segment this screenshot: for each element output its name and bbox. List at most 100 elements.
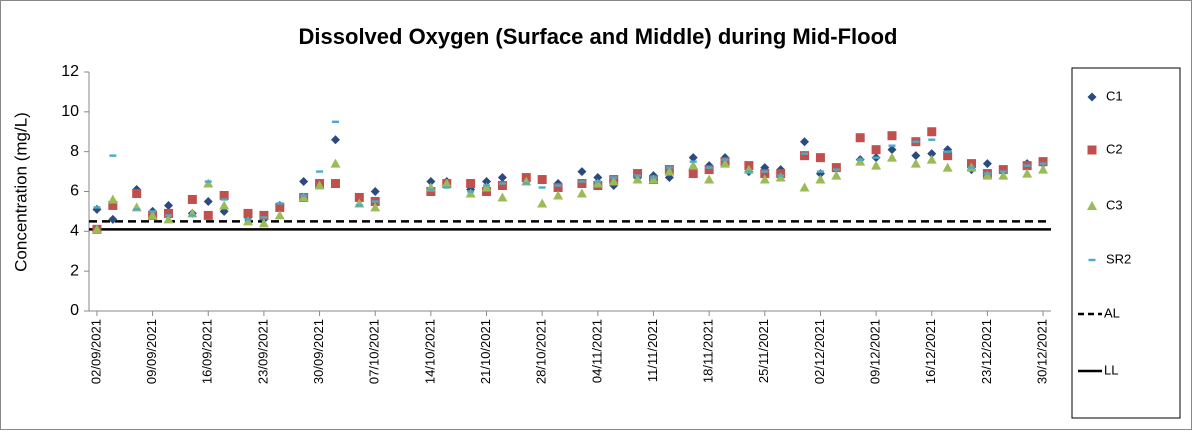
marker-sr2 — [443, 186, 451, 189]
marker-sr2 — [801, 152, 809, 155]
marker-sr2 — [149, 210, 157, 213]
marker-c1 — [370, 187, 380, 196]
marker-c3 — [982, 170, 993, 180]
marker-sr2 — [220, 198, 228, 201]
y-tick-label: 4 — [70, 223, 79, 240]
marker-sr2 — [427, 188, 435, 191]
legend-marker — [1088, 258, 1096, 262]
y-tick-label: 2 — [70, 262, 79, 279]
marker-c1 — [577, 167, 587, 177]
marker-c2 — [855, 133, 865, 143]
marker-sr2 — [331, 120, 339, 123]
marker-c1 — [482, 177, 492, 187]
marker-c3 — [942, 162, 953, 172]
x-tick-label: 07/10/2021 — [367, 319, 382, 384]
x-tick-label: 11/11/2021 — [645, 319, 660, 382]
x-tick-label: 09/09/2021 — [144, 319, 159, 384]
marker-sr2 — [109, 154, 117, 157]
marker-sr2 — [467, 190, 475, 193]
marker-sr2 — [93, 206, 101, 209]
marker-c2 — [800, 151, 810, 161]
marker-c1 — [688, 153, 698, 163]
marker-c2 — [497, 181, 507, 191]
legend-marker — [1087, 92, 1097, 102]
marker-sr2 — [371, 200, 379, 203]
marker-c3 — [163, 214, 174, 224]
marker-c1 — [800, 137, 810, 147]
marker-c3 — [720, 158, 731, 168]
marker-c2 — [243, 208, 253, 218]
x-tick-label: 28/10/2021 — [534, 319, 549, 384]
marker-c2 — [132, 188, 142, 198]
legend-label: C2 — [1106, 141, 1123, 156]
marker-c2 — [887, 131, 897, 141]
marker-sr2 — [856, 158, 864, 161]
x-tick-label: 23/09/2021 — [255, 319, 270, 384]
legend-label: SR2 — [1106, 251, 1131, 266]
marker-sr2 — [133, 208, 141, 211]
marker-c2 — [553, 183, 563, 193]
marker-c2 — [688, 169, 698, 179]
marker-c1 — [108, 214, 118, 224]
marker-c2 — [354, 192, 364, 202]
marker-c3 — [759, 174, 770, 184]
marker-c3 — [258, 218, 269, 228]
marker-sr2 — [300, 194, 308, 197]
marker-c2 — [466, 179, 476, 189]
marker-c3 — [1022, 168, 1033, 178]
marker-c1 — [911, 151, 921, 161]
marker-c3 — [1038, 164, 1049, 174]
marker-c3 — [274, 210, 285, 220]
x-tick-label: 30/09/2021 — [311, 319, 326, 384]
y-tick-label: 8 — [70, 143, 79, 160]
marker-c3 — [704, 174, 715, 184]
marker-sr2 — [276, 202, 284, 205]
marker-sr2 — [554, 184, 562, 187]
marker-c3 — [592, 178, 603, 188]
marker-sr2 — [1023, 164, 1031, 167]
marker-c2 — [704, 165, 714, 175]
marker-c3 — [553, 190, 564, 200]
marker-sr2 — [912, 140, 920, 143]
legend-label: C3 — [1106, 197, 1123, 212]
x-tick-label: 25/11/2021 — [756, 319, 771, 383]
marker-c3 — [147, 210, 158, 220]
marker-c3 — [537, 198, 548, 208]
marker-sr2 — [522, 182, 530, 185]
marker-sr2 — [872, 156, 880, 159]
marker-c3 — [370, 202, 381, 212]
x-tick-label: 02/09/2021 — [88, 319, 103, 384]
legend-label: AL — [1104, 305, 1120, 320]
marker-c2 — [998, 165, 1008, 175]
marker-c2 — [330, 179, 340, 189]
marker-sr2 — [944, 150, 952, 153]
y-axis-label: Concentration (mg/L) — [11, 112, 30, 272]
marker-sr2 — [260, 216, 268, 219]
marker-c1 — [982, 159, 992, 169]
marker-c2 — [815, 153, 825, 163]
marker-c1 — [299, 177, 309, 187]
marker-c3 — [998, 170, 1009, 180]
marker-c1 — [426, 177, 436, 187]
marker-c3 — [910, 158, 921, 168]
legend-marker — [1087, 145, 1097, 155]
marker-sr2 — [967, 166, 975, 169]
marker-c3 — [330, 158, 341, 168]
marker-c2 — [927, 127, 937, 137]
marker-sr2 — [165, 214, 173, 217]
marker-c1 — [330, 135, 340, 145]
marker-sr2 — [204, 180, 212, 183]
x-tick-label: 04/11/2021 — [589, 319, 604, 383]
marker-c1 — [203, 196, 213, 206]
x-tick-label: 23/12/2021 — [979, 319, 994, 384]
marker-sr2 — [610, 176, 618, 179]
marker-c3 — [775, 172, 786, 182]
marker-c3 — [871, 160, 882, 170]
x-tick-label: 18/11/2021 — [701, 319, 716, 383]
marker-sr2 — [483, 184, 491, 187]
marker-c2 — [633, 169, 643, 179]
marker-sr2 — [538, 186, 546, 189]
marker-c3 — [107, 194, 118, 204]
